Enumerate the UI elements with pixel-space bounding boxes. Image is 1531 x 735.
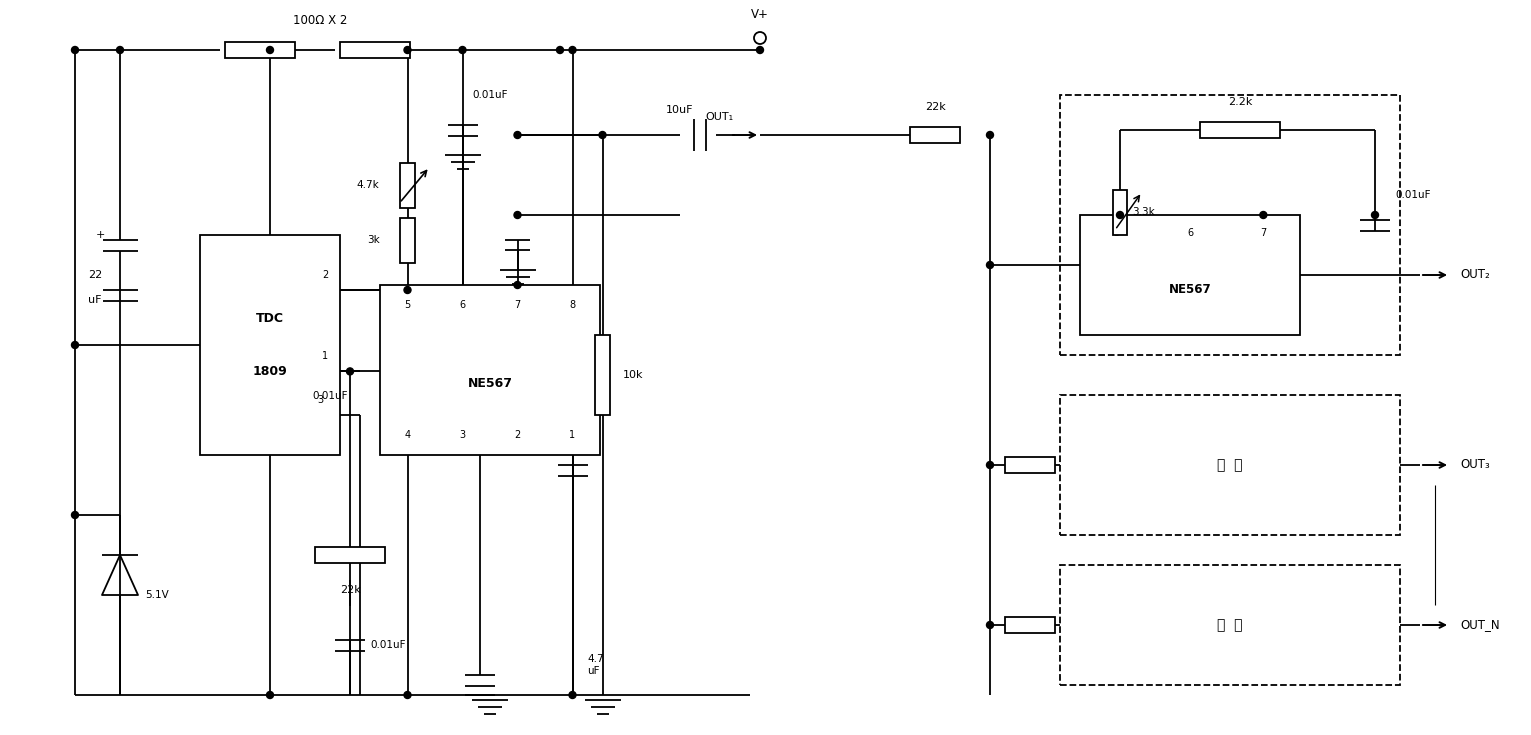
Circle shape [756,46,764,54]
Text: 22: 22 [87,270,103,280]
Bar [201,235,340,455]
Text: 5: 5 [404,300,410,310]
Text: 10uF: 10uF [666,105,694,115]
Bar [909,127,960,143]
Text: TDC: TDC [256,312,283,325]
Text: 10k: 10k [623,370,643,380]
Text: 2: 2 [514,430,521,440]
Text: 1: 1 [322,351,328,362]
Text: uF: uF [89,295,101,305]
Circle shape [514,212,521,218]
Circle shape [570,46,576,54]
Text: OUT₁: OUT₁ [704,112,733,122]
Bar [1059,395,1399,535]
Text: 3: 3 [317,395,323,405]
Bar [1059,95,1399,355]
Text: 7: 7 [1260,228,1266,238]
Text: 6: 6 [459,300,465,310]
Text: 5.1V: 5.1V [145,590,168,600]
Circle shape [986,462,994,468]
Text: 22k: 22k [340,585,360,595]
Bar [380,285,600,455]
Text: 0.01uF: 0.01uF [371,640,406,650]
Circle shape [570,692,576,698]
Circle shape [514,282,521,289]
Text: 1: 1 [570,430,576,440]
Text: 4: 4 [404,430,410,440]
Circle shape [986,132,994,138]
Circle shape [346,368,354,375]
Bar [225,42,295,58]
Bar [1004,617,1055,633]
Text: 3.3k: 3.3k [1131,207,1154,217]
Circle shape [116,46,124,54]
Text: 2.2k: 2.2k [1228,97,1252,107]
Circle shape [266,46,274,54]
Bar [1113,190,1127,234]
Circle shape [1260,212,1266,218]
Text: 6: 6 [1187,228,1193,238]
Text: 4.7k: 4.7k [357,180,380,190]
Text: 8: 8 [570,300,576,310]
Circle shape [404,46,410,54]
Text: OUT₂: OUT₂ [1461,268,1490,282]
Circle shape [72,342,78,348]
Circle shape [404,287,410,293]
Text: +: + [95,230,104,240]
Circle shape [556,46,563,54]
Text: V+: V+ [752,9,769,21]
Bar [596,335,609,415]
Bar [400,162,415,207]
Circle shape [459,46,465,54]
Bar [1059,565,1399,685]
Text: 100Ω X 2: 100Ω X 2 [292,13,348,26]
Text: 0.01uF: 0.01uF [1395,190,1430,200]
Text: 同  上: 同 上 [1217,458,1243,472]
Text: 3k: 3k [367,235,380,245]
Circle shape [72,512,78,518]
Circle shape [72,46,78,54]
Text: 1809: 1809 [253,365,288,378]
Text: NE567: NE567 [467,377,513,390]
Circle shape [514,132,521,138]
Text: OUT_N: OUT_N [1461,618,1500,631]
Text: OUT₃: OUT₃ [1461,459,1490,471]
Bar [340,42,410,58]
Text: 同  上: 同 上 [1217,618,1243,632]
Text: 5: 5 [1113,228,1119,238]
Text: 3: 3 [459,430,465,440]
Text: 4.7
uF: 4.7 uF [588,654,605,675]
Circle shape [1116,212,1124,218]
Circle shape [1372,212,1378,218]
Circle shape [266,692,274,698]
Bar [1200,122,1280,138]
Text: 0.01uF: 0.01uF [473,90,508,100]
Text: 22k: 22k [925,102,945,112]
Text: 0.01uF: 0.01uF [312,392,348,401]
Circle shape [599,132,606,138]
Text: 7: 7 [514,300,521,310]
Circle shape [986,262,994,268]
Circle shape [986,622,994,628]
Circle shape [404,692,410,698]
Text: NE567: NE567 [1168,283,1211,296]
Text: 2: 2 [322,270,328,280]
Bar [1004,457,1055,473]
Bar [400,218,415,262]
Bar [1079,215,1300,335]
Bar [315,547,384,563]
